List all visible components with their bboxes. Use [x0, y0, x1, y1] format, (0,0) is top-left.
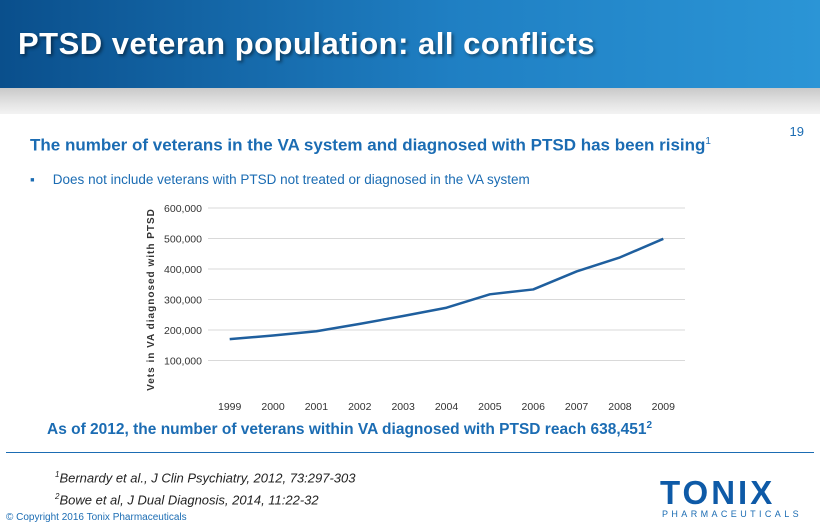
reference-text: Bernardy et al., J Clin Psychiatry, 2012… — [59, 470, 356, 486]
reference-superscript: 1 — [55, 470, 60, 479]
logo-wordmark: TONIX — [660, 474, 776, 511]
y-tick-label: 100,000 — [164, 356, 202, 368]
x-tick-label: 2005 — [478, 401, 502, 413]
x-tick-label: 2003 — [391, 401, 415, 413]
x-tick-label: 2001 — [305, 401, 329, 413]
key-finding-text: As of 2012, the number of veterans withi… — [47, 421, 647, 439]
bullet-point: ▪ Does not include veterans with PTSD not… — [30, 172, 530, 187]
x-tick-label: 1999 — [218, 401, 242, 413]
series-line — [229, 237, 664, 341]
header-band — [0, 0, 820, 88]
key-finding: As of 2012, the number of veterans withi… — [47, 420, 652, 439]
key-finding-superscript: 2 — [646, 420, 653, 431]
slide-subtitle: The number of veterans in the VA system … — [30, 131, 790, 157]
y-tick-label: 600,000 — [164, 203, 202, 215]
x-tick-label: 2009 — [652, 401, 676, 413]
reference-item: 1Bernardy et al., J Clin Psychiatry, 201… — [55, 465, 355, 487]
x-tick-label: 2007 — [565, 401, 589, 413]
y-axis-label: Vets in VA diagnosed with PTSD — [146, 208, 157, 391]
references: 1Bernardy et al., J Clin Psychiatry, 201… — [55, 465, 355, 510]
subtitle-superscript: 1 — [705, 136, 711, 147]
bullet-text: Does not include veterans with PTSD not … — [52, 172, 530, 187]
x-tick-label: 2008 — [608, 401, 632, 413]
subtitle-text: The number of veterans in the VA system … — [30, 135, 706, 155]
footer-divider — [6, 452, 814, 453]
bullet-marker: ▪ — [30, 172, 35, 187]
slide-title: PTSD veteran population: all conflicts — [18, 26, 596, 61]
tonix-logo: TONIX PHARMACEUTICALS — [650, 474, 810, 524]
copyright-notice: © Copyright 2016 Tonix Pharmaceuticals — [6, 512, 187, 523]
y-tick-label: 500,000 — [164, 234, 202, 246]
reference-text: Bowe et al, J Dual Diagnosis, 2014, 11:2… — [59, 492, 319, 508]
ptsd-line-chart: 100,000 200,000 300,000 400,000 500,000 600,0… — [146, 203, 685, 413]
page-number: 19 — [789, 124, 804, 139]
logo-subtext: PHARMACEUTICALS — [662, 509, 803, 519]
x-tick-label: 2000 — [261, 401, 285, 413]
header-divider-bar — [0, 88, 820, 114]
x-tick-label: 2002 — [348, 401, 372, 413]
y-tick-label: 200,000 — [164, 325, 202, 337]
y-tick-label: 300,000 — [164, 295, 202, 307]
reference-superscript: 2 — [55, 492, 60, 502]
y-tick-label: 400,000 — [164, 264, 202, 276]
x-tick-label: 2006 — [522, 401, 546, 413]
x-tick-label: 2004 — [435, 401, 459, 413]
reference-item: 2Bowe et al, J Dual Diagnosis, 2014, 11:… — [55, 487, 355, 509]
